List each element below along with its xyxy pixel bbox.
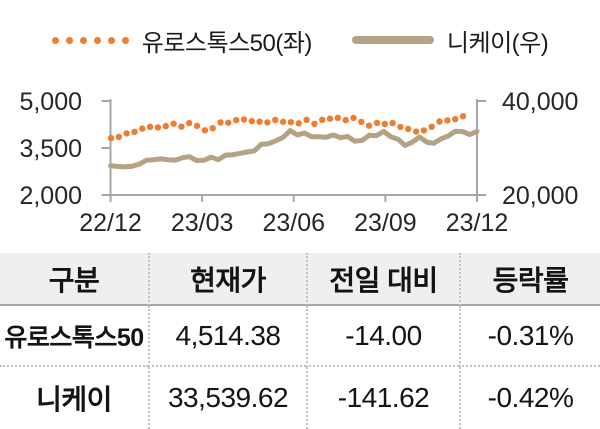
series-eurostoxx-dot (272, 116, 279, 124)
y-axis-right-label: 20,000 (502, 182, 578, 210)
series-eurostoxx-dot (381, 120, 388, 128)
table-row-nikkei-name: 니케이 (36, 384, 112, 415)
series-eurostoxx-dot (373, 119, 381, 127)
table-row-eurostoxx-change: -14.00 (306, 306, 459, 367)
series-eurostoxx-dot (295, 120, 302, 127)
series-eurostoxx-dot (311, 120, 318, 128)
series-eurostoxx-dot (459, 113, 467, 120)
series-eurostoxx-dot (365, 122, 373, 129)
series-eurostoxx-dot (397, 123, 404, 131)
table-header-change: 전일 대비 (306, 253, 459, 306)
legend-label-nikkei: 니케이(우) (446, 29, 549, 57)
series-eurostoxx-dot (303, 116, 310, 124)
index-line-chart: 5,000 3,500 2,000 40,000 20,000 22/12 23/03 23/… (19, 88, 578, 235)
series-eurostoxx-dot (342, 116, 349, 124)
x-axis-label: 23/06 (262, 209, 325, 235)
y-axis-left-label: 3,500 (19, 135, 82, 163)
series-eurostoxx-dot (428, 123, 435, 130)
series-eurostoxx-dot (131, 128, 138, 135)
series-eurostoxx-dot (225, 119, 232, 126)
series-eurostoxx-dot (139, 125, 146, 132)
legend-label-eurostoxx: 유로스톡스50(좌) (141, 29, 313, 57)
table-header-price: 현재가 (148, 253, 306, 306)
series-eurostoxx-dot (201, 127, 209, 134)
series-eurostoxx-dot (389, 119, 396, 127)
eurostoxx-dotted-swatch-icon (51, 36, 129, 44)
series-eurostoxx-dot (162, 122, 169, 130)
series-eurostoxx-dot (123, 130, 130, 137)
y-axis-left-label: 5,000 (19, 88, 82, 116)
table-row-eurostoxx-pct: -0.31% (459, 306, 600, 367)
series-eurostoxx-dot (287, 119, 295, 126)
y-axis-left-label: 2,000 (19, 182, 82, 210)
series-eurostoxx-dot (107, 134, 115, 142)
series-eurostoxx-dot (115, 133, 123, 141)
legend-item-nikkei: 니케이(우) (351, 23, 549, 58)
series-eurostoxx-dot (248, 117, 255, 125)
series-eurostoxx-dot (326, 115, 334, 122)
chart-legend: 유로스톡스50(좌) 니케이(우) (0, 22, 600, 58)
legend-item-eurostoxx: 유로스톡스50(좌) (51, 23, 313, 58)
series-eurostoxx-dot (186, 119, 193, 127)
series-eurostoxx-dot (405, 125, 412, 133)
series-eurostoxx-dot (240, 116, 248, 123)
series-eurostoxx-dot (350, 114, 357, 122)
series-eurostoxx-dot (279, 118, 287, 126)
series-eurostoxx-dot (444, 117, 451, 124)
table-row-eurostoxx-name: 유로스톡스50 (0, 306, 148, 367)
table-row-nikkei-price: 33,539.62 (148, 367, 306, 429)
series-eurostoxx-dot (334, 114, 341, 122)
series-eurostoxx-dot (264, 119, 271, 126)
series-eurostoxx-dot (193, 122, 201, 130)
series-eurostoxx-dot (452, 116, 459, 123)
y-axis-right-label: 40,000 (502, 88, 578, 116)
series-eurostoxx-dot (146, 123, 154, 130)
table-header-pct: 등락률 (459, 253, 600, 306)
series-eurostoxx-dot (209, 125, 216, 132)
series-eurostoxx-dot (154, 124, 162, 131)
x-axis-label: 23/03 (171, 209, 234, 235)
series-eurostoxx-dot (256, 118, 263, 125)
series-eurostoxx-dot (436, 118, 443, 125)
series-eurostoxx-dot (170, 120, 177, 127)
x-axis-label: 22/12 (79, 209, 142, 235)
table-row-eurostoxx-price: 4,514.38 (148, 306, 306, 367)
table-row-nikkei-change: -141.62 (306, 367, 459, 429)
series-eurostoxx-dot (358, 118, 365, 126)
series-eurostoxx-dot (420, 127, 428, 134)
x-axis-label: 23/12 (446, 209, 509, 235)
series-eurostoxx-dot (233, 116, 240, 124)
series-eurostoxx-dot (178, 123, 185, 130)
series-nikkei-line (108, 128, 480, 170)
series-eurostoxx-dot (217, 119, 224, 126)
series-eurostoxx-dot (319, 116, 326, 124)
table-row-nikkei-pct: -0.42% (459, 367, 600, 429)
index-summary-table: 구분 현재가 전일 대비 등락률 유로스톡스50 4,514.38 -14.00… (0, 253, 600, 429)
series-eurostoxx-dot (412, 128, 420, 135)
nikkei-line-swatch-icon (351, 36, 434, 44)
x-axis-label: 23/09 (354, 209, 417, 235)
table-header-category: 구분 (0, 253, 148, 306)
